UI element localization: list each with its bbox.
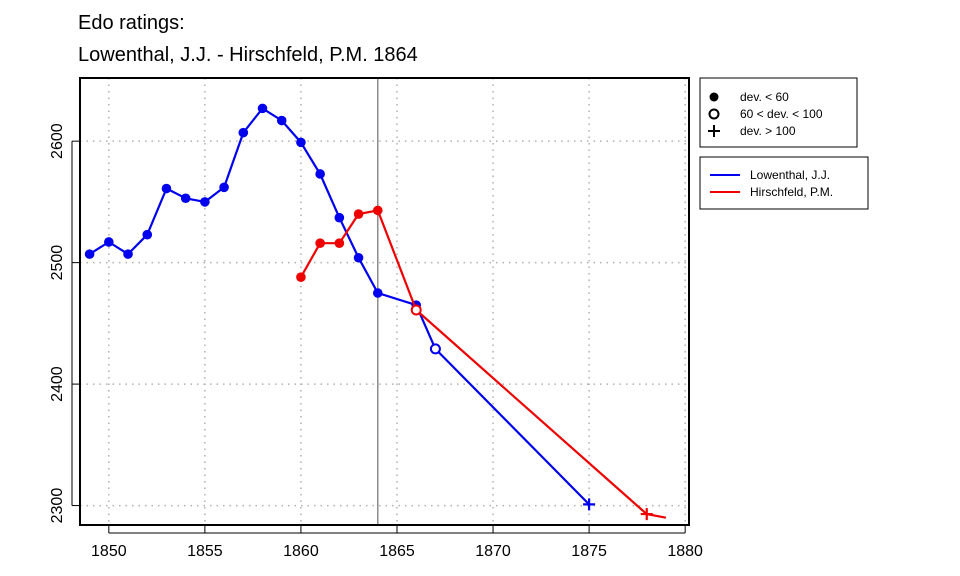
legend-open-circle-marker	[708, 108, 720, 120]
chart-title-line-1: Edo ratings:	[78, 12, 185, 34]
y-tick-label: 2400	[49, 366, 66, 402]
legend-label-dev-lt-60: dev. < 60	[740, 90, 789, 104]
data-point	[334, 212, 345, 223]
data-point	[315, 238, 325, 248]
x-tick-label: 1850	[91, 543, 127, 560]
data-point	[123, 249, 133, 259]
legend-label-dev-gt-100: dev. > 100	[740, 124, 796, 138]
data-point	[296, 272, 306, 283]
legend-label-dev-60-100: 60 < dev. < 100	[740, 107, 823, 121]
series-group	[84, 103, 667, 521]
legend-label-hirschfeld: Hirschfeld, P.M.	[750, 185, 833, 199]
data-point	[238, 127, 249, 138]
data-point	[429, 343, 441, 355]
data-point	[296, 137, 306, 148]
data-point	[353, 252, 364, 263]
chart-title-line-2: Lowenthal, J.J. - Hirschfeld, P.M. 1864	[78, 44, 418, 66]
data-point	[315, 169, 325, 179]
data-point	[84, 249, 95, 259]
series-lowenthal-j-j	[84, 103, 596, 511]
gridlines	[80, 78, 689, 525]
y-tick-label: 2600	[49, 123, 66, 159]
data-point	[219, 182, 229, 193]
data-point	[161, 183, 172, 194]
data-point	[200, 197, 210, 207]
x-tick-label: 1860	[283, 543, 319, 560]
y-tick-label: 2500	[49, 245, 66, 281]
data-point	[180, 193, 191, 204]
x-tick-label: 1865	[379, 543, 415, 560]
legend-label-lowenthal: Lowenthal, J.J.	[750, 168, 830, 182]
legend-plus-marker	[708, 125, 720, 137]
series-hirschfeld-p-m	[296, 205, 667, 521]
data-point	[640, 508, 653, 521]
data-point	[372, 288, 383, 298]
data-point	[104, 237, 114, 247]
data-point	[257, 103, 268, 114]
x-tick-label: 1855	[187, 543, 223, 560]
y-tick-label: 2300	[49, 488, 66, 524]
data-point	[142, 229, 153, 240]
x-tick-label: 1870	[475, 543, 511, 560]
data-point	[372, 205, 383, 216]
marker-legend-box	[699, 77, 858, 148]
axes: 1850 1855 1860 1865 1870 1875 1880 2300 2400 2500…	[49, 123, 703, 560]
data-point	[353, 209, 364, 219]
data-point	[583, 498, 596, 511]
x-tick-label: 1875	[571, 543, 607, 560]
data-point	[410, 304, 422, 316]
plot-frame	[79, 77, 690, 526]
legend-filled-circle-marker	[709, 92, 719, 102]
x-tick-label: 1880	[667, 543, 703, 560]
data-point	[334, 238, 345, 248]
data-point	[276, 115, 287, 126]
series-legend-box	[699, 156, 869, 210]
